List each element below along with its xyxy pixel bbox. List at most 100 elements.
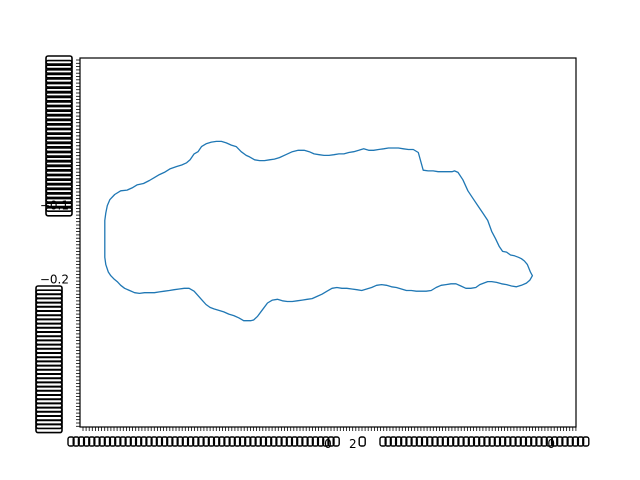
y-tick-label-overlap xyxy=(45,92,73,102)
x-tick-label-overlap xyxy=(72,436,80,447)
x-tick-label-overlap xyxy=(311,436,320,447)
x-tick-label-overlap xyxy=(389,436,398,447)
x-tick-label-overlap xyxy=(124,436,132,447)
y-tick-label-overlap xyxy=(45,59,73,70)
x-tick-label-overlap xyxy=(270,436,278,447)
x-tick-label-overlap xyxy=(504,436,512,447)
x-tick-label-overlap xyxy=(556,436,564,447)
x-tick-label-overlap xyxy=(478,436,486,447)
x-tick-label-overlap xyxy=(249,436,257,447)
x-tick-label-overlap xyxy=(524,436,533,447)
x-tick-label-overlap xyxy=(192,436,200,447)
x-tick-label-overlap xyxy=(384,436,392,447)
x-tick-label-overlap xyxy=(134,436,143,447)
y-tick-label-overlap xyxy=(45,101,73,111)
x-tick-label-overlap xyxy=(140,436,148,447)
x-axis-tick-labels: 0 2 0 xyxy=(324,437,555,451)
x-tick-label-overlap xyxy=(254,436,262,447)
y-tick-label-overlap xyxy=(45,170,73,180)
y-tick-label: −0.1 xyxy=(40,199,69,213)
y-axis-overlapping-tick-labels xyxy=(35,55,73,434)
x-tick-label-overlap xyxy=(275,436,283,447)
x-tick-label-overlap xyxy=(207,436,216,447)
x-tick-label-overlap xyxy=(264,436,273,447)
x-tick-label-overlap xyxy=(571,436,580,447)
y-tick-label: −0.2 xyxy=(40,272,69,286)
x-tick-label-overlap xyxy=(316,436,325,447)
x-tick-label-overlap xyxy=(467,436,476,447)
x-axis-overlapping-tick-labels xyxy=(67,436,590,447)
y-tick-label-overlap xyxy=(45,96,73,107)
x-tick-label-overlap xyxy=(296,436,304,447)
x-tick-label-overlap xyxy=(145,436,153,447)
y-tick-label-overlap xyxy=(45,179,73,189)
x-tick-label-overlap xyxy=(197,436,205,447)
x-tick-label-overlap xyxy=(420,436,429,447)
y-tick-label-overlap xyxy=(45,142,73,153)
x-tick-label-overlap xyxy=(582,436,590,447)
y-tick-label-overlap xyxy=(45,64,73,74)
y-tick-label-overlap xyxy=(45,133,73,143)
x-tick-label-overlap xyxy=(171,436,179,447)
x-tick-label-overlap xyxy=(550,436,559,447)
y-axis-ticks xyxy=(76,59,80,427)
x-tick-label-overlap xyxy=(155,436,164,447)
y-tick-label-overlap xyxy=(45,174,73,185)
x-tick-label-overlap xyxy=(405,436,413,447)
x-tick-label: 0 xyxy=(324,437,332,451)
x-tick-label-overlap xyxy=(322,436,330,447)
x-tick-label-overlap xyxy=(108,436,117,447)
x-tick-label-overlap xyxy=(488,436,496,447)
y-tick-label-overlap xyxy=(45,78,73,88)
x-tick-label-overlap xyxy=(129,436,138,447)
x-tick-label-overlap xyxy=(483,436,491,447)
x-tick-label-overlap xyxy=(212,436,221,447)
x-axis-ticks xyxy=(82,427,577,431)
x-tick-label-overlap xyxy=(244,436,252,447)
y-tick-label-overlap xyxy=(45,151,73,162)
x-tick-label-overlap xyxy=(306,436,314,447)
y-tick-label-overlap xyxy=(45,138,73,148)
x-tick-label-overlap xyxy=(223,436,231,447)
x-tick-label-overlap xyxy=(446,436,455,447)
x-tick-label-overlap xyxy=(285,436,294,447)
y-tick-label-overlap xyxy=(45,207,73,217)
y-tick-label-overlap xyxy=(45,188,73,199)
x-tick-label-overlap xyxy=(181,436,190,447)
x-tick-label-overlap xyxy=(509,436,517,447)
x-tick-label-overlap xyxy=(426,436,434,447)
x-tick-label-overlap xyxy=(379,436,387,447)
x-tick-label-overlap xyxy=(394,436,403,447)
x-tick-label-overlap xyxy=(259,436,268,447)
x-tick-label-overlap xyxy=(436,436,444,447)
y-tick-label-overlap xyxy=(45,128,73,139)
y-tick-label-overlap xyxy=(45,193,73,203)
y-tick-label-overlap xyxy=(45,69,73,79)
x-tick-label-overlap xyxy=(410,436,418,447)
x-tick-label-overlap xyxy=(493,436,502,447)
x-tick-label-overlap xyxy=(218,436,226,447)
x-tick-label: 0 xyxy=(547,437,555,451)
x-tick-label-overlap xyxy=(519,436,528,447)
x-tick-label-overlap xyxy=(535,436,543,447)
y-tick-label-overlap xyxy=(45,184,73,194)
x-tick-label-overlap xyxy=(514,436,522,447)
x-tick-label-overlap xyxy=(530,436,538,447)
x-tick-label-overlap xyxy=(452,436,460,447)
x-tick-label-overlap xyxy=(67,436,75,447)
x-tick-label-overlap xyxy=(77,436,86,447)
x-tick-label-overlap xyxy=(462,436,470,447)
series-layer xyxy=(104,140,534,322)
x-tick-label-overlap xyxy=(160,436,169,447)
y-tick-label-overlap xyxy=(45,165,73,176)
x-tick-label-overlap xyxy=(400,436,408,447)
x-tick-label-overlap xyxy=(114,436,122,447)
y-tick-label-overlap xyxy=(35,423,63,434)
x-tick-label-overlap xyxy=(98,436,106,447)
x-tick-label-overlap xyxy=(88,436,96,447)
y-tick-label-overlap xyxy=(45,161,73,171)
x-tick-label-overlap xyxy=(202,436,210,447)
x-tick-label-overlap xyxy=(457,436,465,447)
x-tick-label-overlap xyxy=(576,436,585,447)
